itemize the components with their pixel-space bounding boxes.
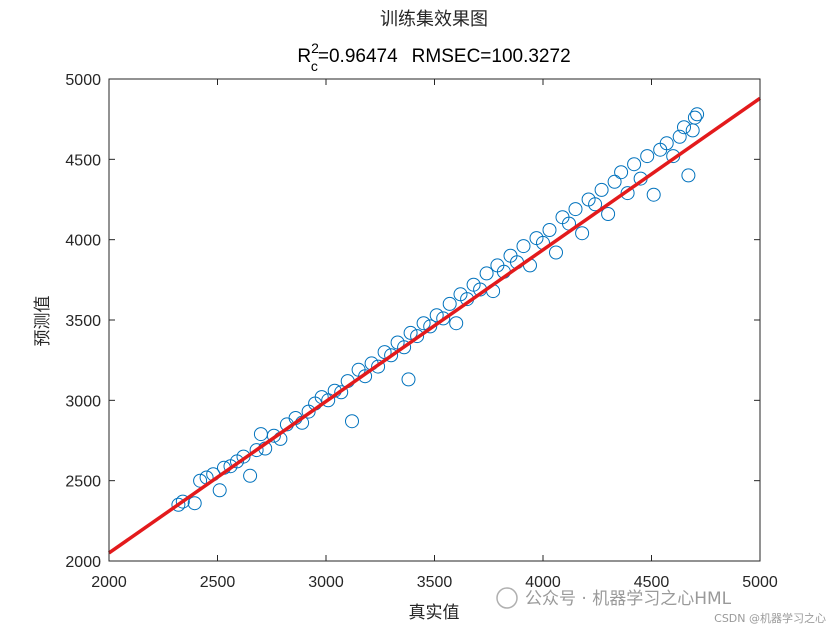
data-point (253, 427, 268, 442)
wechat-icon (496, 587, 518, 609)
data-point (371, 359, 386, 374)
chart-title: 训练集效果图 (380, 9, 488, 30)
x-axis: 2000 2500 3000 3500 4000 4500 5000 (91, 79, 778, 591)
y-tick-label: 3500 (65, 313, 101, 330)
watermark-credit: CSDN @机器学习之心 (714, 611, 826, 625)
y-tick-label: 4500 (65, 152, 101, 169)
data-point (685, 123, 700, 138)
data-point (249, 443, 264, 458)
data-point (588, 197, 603, 212)
data-point (594, 182, 609, 197)
data-point (690, 107, 705, 122)
fit-line (107, 96, 762, 555)
data-point (384, 348, 399, 363)
data-point (401, 372, 416, 387)
data-point (640, 149, 655, 164)
r-squared-base: R (297, 46, 311, 67)
data-point (659, 136, 674, 151)
r-squared-superscript: 2 (311, 40, 319, 56)
data-point (175, 494, 190, 509)
watermark-text: 公众号 · 机器学习之心HML (525, 589, 732, 609)
data-point (575, 226, 590, 241)
x-tick-label: 3000 (308, 574, 344, 591)
data-point (646, 187, 661, 202)
data-point (436, 311, 451, 326)
x-tick-label: 5000 (742, 574, 778, 591)
x-tick-label: 2500 (200, 574, 236, 591)
data-point (607, 174, 622, 189)
watermark: 公众号 · 机器学习之心HML CSDN @机器学习之心 (496, 587, 826, 625)
data-point (516, 239, 531, 254)
y-tick-label: 4000 (65, 233, 101, 250)
r-squared-subscript: c (311, 58, 318, 74)
chart-subtitle: R2 c=0.96474 RMSEC=100.3272 (297, 40, 570, 74)
data-point (193, 473, 208, 488)
rmsec-value: RMSEC=100.3272 (412, 46, 571, 67)
data-point (677, 120, 691, 135)
data-point (397, 340, 412, 355)
data-point (627, 157, 642, 172)
y-axis: 2000 2500 3000 3500 4000 4500 5000 (65, 72, 760, 571)
data-point (423, 319, 438, 334)
x-tick-label: 4500 (634, 574, 670, 591)
y-tick-label: 3000 (65, 393, 101, 410)
data-point (410, 329, 425, 344)
data-point (681, 168, 696, 183)
plot-frame (108, 78, 761, 562)
data-point (321, 393, 336, 408)
x-tick-label: 4000 (525, 574, 561, 591)
y-tick-label: 2000 (65, 554, 101, 571)
y-axis-label: 预测值 (33, 296, 53, 347)
data-point (403, 325, 418, 340)
data-point (672, 129, 687, 144)
data-point (416, 316, 431, 331)
data-point (171, 497, 186, 512)
data-point (687, 110, 702, 125)
data-point (442, 296, 457, 311)
x-tick-label: 2000 (91, 574, 127, 591)
data-point (429, 308, 444, 323)
scatter-points (171, 107, 705, 512)
y-tick-label: 2500 (65, 474, 101, 491)
data-point (614, 165, 629, 180)
data-point (212, 483, 227, 498)
y-tick-label: 5000 (65, 72, 101, 89)
data-point (542, 223, 557, 237)
data-point (620, 186, 635, 201)
data-point (449, 316, 464, 331)
x-axis-label: 真实值 (409, 603, 460, 623)
data-point (568, 202, 583, 217)
data-point (243, 468, 258, 483)
data-point (479, 266, 494, 281)
data-point (334, 385, 349, 400)
data-point (187, 496, 202, 511)
r-squared-value: =0.96474 (318, 46, 398, 67)
x-tick-label: 3500 (417, 574, 453, 591)
data-point (601, 207, 616, 221)
data-point (549, 245, 563, 260)
data-point (266, 428, 281, 443)
data-point (358, 369, 373, 384)
data-point (345, 414, 359, 429)
